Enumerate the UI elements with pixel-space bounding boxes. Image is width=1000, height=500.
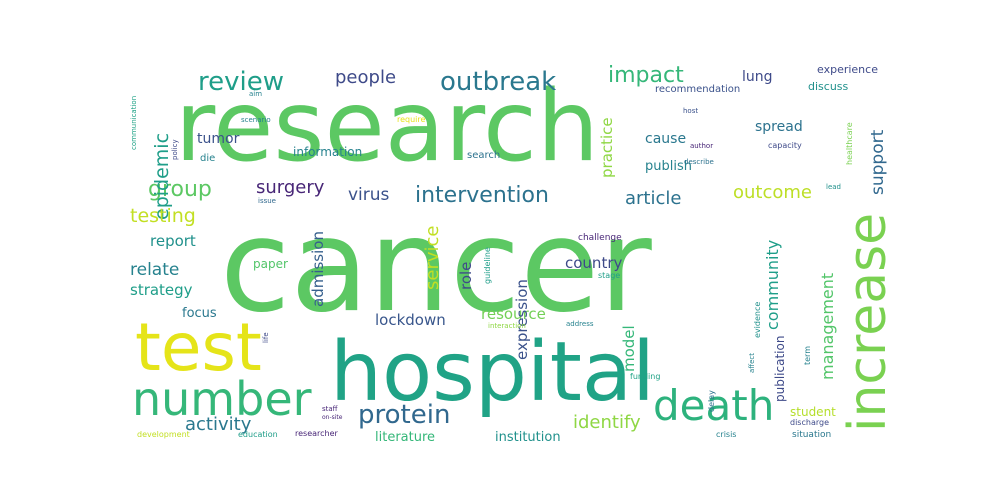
word-article: article	[625, 188, 681, 209]
word-recommendation: recommendation	[655, 84, 740, 95]
word-situation: situation	[792, 430, 831, 440]
word-review: review	[198, 67, 284, 97]
word-funding: funding	[630, 372, 660, 381]
word-practice: practice	[598, 117, 616, 178]
word-group: group	[148, 177, 212, 202]
word-discharge: discharge	[790, 418, 829, 427]
word-outbreak: outbreak	[440, 67, 556, 97]
word-cause: cause	[645, 131, 686, 147]
word-support: support	[868, 129, 888, 195]
word-policy: policy	[171, 139, 179, 160]
word-author: author	[690, 142, 713, 150]
word-report: report	[150, 232, 196, 250]
word-epidemic: epidemic	[151, 133, 173, 220]
word-people: people	[335, 67, 396, 88]
word-paper: paper	[253, 257, 288, 271]
word-test: test	[135, 309, 262, 386]
word-protein: protein	[358, 400, 450, 430]
word-identify: identify	[573, 412, 641, 433]
word-community: community	[763, 240, 782, 330]
word-cancer: cancer	[220, 192, 652, 341]
word-testing: testing	[130, 205, 196, 227]
word-information: information	[293, 145, 362, 159]
word-interaction: interaction	[488, 322, 526, 330]
word-stage: stage	[598, 271, 620, 280]
word-require: require	[397, 115, 426, 124]
word-life: life	[262, 332, 270, 343]
word-on-site: on-site	[322, 414, 343, 421]
word-development: development	[137, 430, 190, 439]
word-discuss: discuss	[808, 80, 849, 93]
word-communication: communication	[130, 96, 138, 150]
word-activity: activity	[185, 414, 252, 435]
word-challenge: challenge	[578, 233, 622, 243]
word-admission: admission	[309, 231, 327, 307]
word-expression: expression	[513, 279, 531, 360]
word-evidence: evidence	[753, 302, 762, 338]
word-publication: publication	[773, 336, 787, 402]
word-affect: affect	[748, 353, 756, 373]
word-literature: literature	[375, 430, 435, 445]
word-increase: increase	[838, 213, 898, 432]
word-student: student	[790, 405, 836, 419]
word-focus: focus	[182, 306, 217, 321]
word-number: number	[132, 372, 312, 426]
word-model: model	[620, 325, 638, 372]
word-healthcare: healthcare	[845, 122, 854, 165]
word-education: education	[238, 430, 278, 439]
word-issue: issue	[258, 197, 276, 205]
word-country: country	[565, 254, 622, 272]
word-host: host	[683, 107, 698, 115]
word-experience: experience	[817, 63, 878, 76]
word-virus: virus	[348, 185, 390, 205]
word-lead: lead	[826, 183, 841, 191]
word-role: role	[457, 262, 475, 290]
word-guideline: guideline	[483, 247, 492, 284]
word-research: research	[175, 70, 599, 184]
word-lung: lung	[742, 69, 773, 85]
word-publish: publish	[645, 159, 692, 174]
word-institution: institution	[495, 430, 561, 445]
word-term: term	[803, 346, 812, 365]
word-outcome: outcome	[733, 182, 812, 203]
word-delay: delay	[707, 390, 716, 412]
word-service: service	[422, 226, 443, 290]
word-relate: relate	[130, 260, 179, 280]
word-researcher: researcher	[295, 429, 339, 438]
word-tumor: tumor	[197, 131, 240, 147]
word-aim: aim	[249, 90, 262, 98]
word-scenario: scenario	[241, 116, 271, 124]
word-intervention: intervention	[415, 183, 549, 208]
word-death: death	[653, 381, 774, 430]
word-spread: spread	[755, 119, 803, 135]
word-management: management	[818, 273, 837, 380]
word-address: address	[566, 320, 594, 328]
word-surgery: surgery	[256, 177, 325, 198]
word-hospital: hospital	[330, 325, 655, 420]
word-lockdown: lockdown	[375, 311, 446, 329]
word-impact: impact	[608, 63, 684, 88]
word-resource: resource	[481, 305, 546, 323]
word-die: die	[200, 153, 215, 164]
word-staff: staff	[322, 405, 338, 413]
word-crisis: crisis	[716, 430, 736, 439]
word-search: search	[467, 150, 500, 161]
word-strategy: strategy	[130, 281, 193, 299]
word-describe: describe	[684, 158, 714, 166]
word-capacity: capacity	[768, 141, 802, 150]
